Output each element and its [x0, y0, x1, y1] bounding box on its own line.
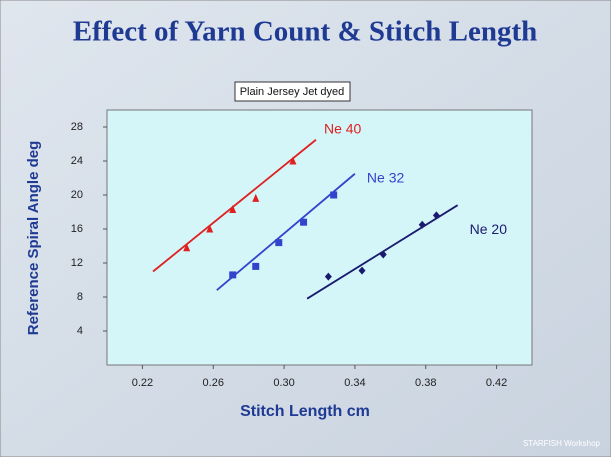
- series-label: Ne 32: [367, 169, 405, 185]
- x-axis-label: Stitch Length cm: [240, 403, 370, 420]
- y-tick-label: 4: [77, 325, 83, 337]
- series-label: Ne 20: [470, 221, 508, 237]
- x-tick-label: 0.42: [486, 377, 507, 389]
- y-tick-label: 12: [71, 257, 83, 269]
- data-point: [289, 156, 297, 165]
- data-point: [324, 272, 332, 281]
- x-tick-label: 0.22: [132, 377, 153, 389]
- trend-line: [152, 139, 317, 273]
- y-tick-label: 16: [71, 223, 83, 235]
- data-point: [358, 266, 366, 275]
- y-tick-label: 20: [71, 189, 83, 201]
- x-tick-label: 0.38: [415, 377, 436, 389]
- data-point: [229, 204, 237, 213]
- data-point: [183, 243, 191, 252]
- data-point: [252, 193, 260, 202]
- x-tick-label: 0.26: [203, 377, 224, 389]
- y-axis-label: Reference Spiral Angle deg: [25, 141, 42, 336]
- series-label: Ne 40: [324, 120, 362, 136]
- data-point: [418, 220, 426, 229]
- data-point: [300, 218, 308, 226]
- data-point: [206, 224, 214, 233]
- y-tick-label: 8: [77, 291, 83, 303]
- y-tick-label: 28: [71, 121, 83, 133]
- footer: STARFISH Workshop: [523, 439, 601, 448]
- subtitle: Plain Jersey Jet dyed: [240, 86, 345, 98]
- data-point: [432, 211, 440, 220]
- data-point: [252, 262, 260, 270]
- x-tick-label: 0.34: [344, 377, 365, 389]
- data-point: [330, 191, 338, 199]
- subtitle-box: [234, 81, 351, 102]
- y-tick-label: 24: [71, 155, 83, 167]
- x-tick-label: 0.30: [273, 377, 294, 389]
- plot-area: [106, 109, 533, 366]
- chart-title: Effect of Yarn Count & Stitch Length: [73, 16, 538, 48]
- data-point: [379, 250, 387, 259]
- data-point: [275, 239, 283, 247]
- data-point: [229, 271, 237, 279]
